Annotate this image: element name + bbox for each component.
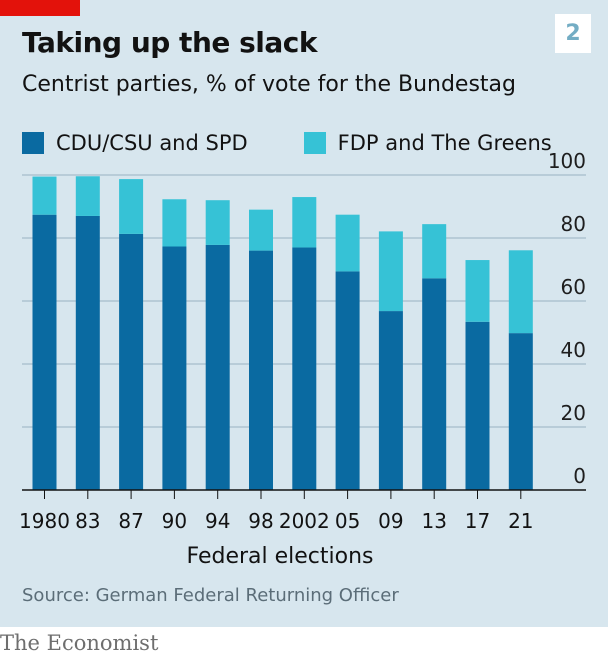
x-tick-label-83: 83 [75,509,100,533]
bar-major-17 [465,321,490,490]
x-axis-title: Federal elections [187,544,374,569]
x-tick-label-21: 21 [508,509,533,533]
legend-item-major: CDU/CSU and SPD [22,131,248,155]
bar-major-2002 [292,247,317,490]
x-tick-label-94: 94 [205,509,230,533]
y-tick-label-80: 80 [561,212,586,236]
x-tick-label-87: 87 [118,509,143,533]
x-tick-label-05: 05 [335,509,360,533]
bar-minor-09 [378,231,403,312]
chart-number-badge: 2 [555,14,591,53]
bar-minor-87 [119,179,144,234]
x-tick-label-2002: 2002 [279,509,330,533]
x-tick-label-1980: 1980 [19,509,70,533]
bar-minor-1980 [32,176,57,215]
bar-major-05 [335,271,360,490]
y-tick-label-40: 40 [561,338,586,362]
legend-label-minor: FDP and The Greens [337,131,552,155]
chart-legend: CDU/CSU and SPD FDP and The Greens [22,128,608,158]
bar-major-09 [378,311,403,490]
y-tick-label-20: 20 [561,401,586,425]
legend-item-minor: FDP and The Greens [303,131,552,155]
x-tick-label-98: 98 [248,509,273,533]
bar-major-83 [75,215,100,490]
bar-minor-2002 [292,197,317,248]
source-note: Source: German Federal Returning Officer [22,585,399,606]
bar-major-13 [422,278,447,490]
bar-minor-94 [205,200,230,245]
y-tick-label-60: 60 [561,275,586,299]
y-tick-label-100: 100 [548,149,586,173]
bar-major-1980 [32,214,57,490]
publisher-brand: The Economist [0,631,159,655]
legend-swatch-major [22,132,44,154]
bar-minor-98 [249,209,273,251]
x-tick-label-09: 09 [378,509,403,533]
bar-minor-13 [422,224,447,279]
bar-minor-17 [465,260,490,322]
bar-major-90 [162,246,187,490]
brand-red-tag [0,0,80,16]
y-tick-label-0: 0 [573,464,586,488]
bar-minor-90 [162,199,187,247]
x-tick-label-17: 17 [465,509,490,533]
legend-label-major: CDU/CSU and SPD [56,131,248,155]
legend-swatch-minor [303,132,326,154]
bar-minor-21 [508,250,533,334]
bar-major-94 [205,244,230,490]
x-tick-label-90: 90 [162,509,187,533]
bar-minor-83 [75,176,100,216]
bar-major-21 [508,333,533,490]
chart-subtitle: Centrist parties, % of vote for the Bund… [22,72,517,97]
stacked-bar-chart: 0 20 40 60 80 100 1980 83 87 90 94 98 2002 05 09 13 17 21… [19,149,586,569]
bar-major-87 [119,233,144,490]
bar-minor-05 [335,214,360,272]
chart-title: Taking up the slack [22,26,318,59]
x-tick-label-13: 13 [421,509,446,533]
bar-major-98 [249,250,273,490]
